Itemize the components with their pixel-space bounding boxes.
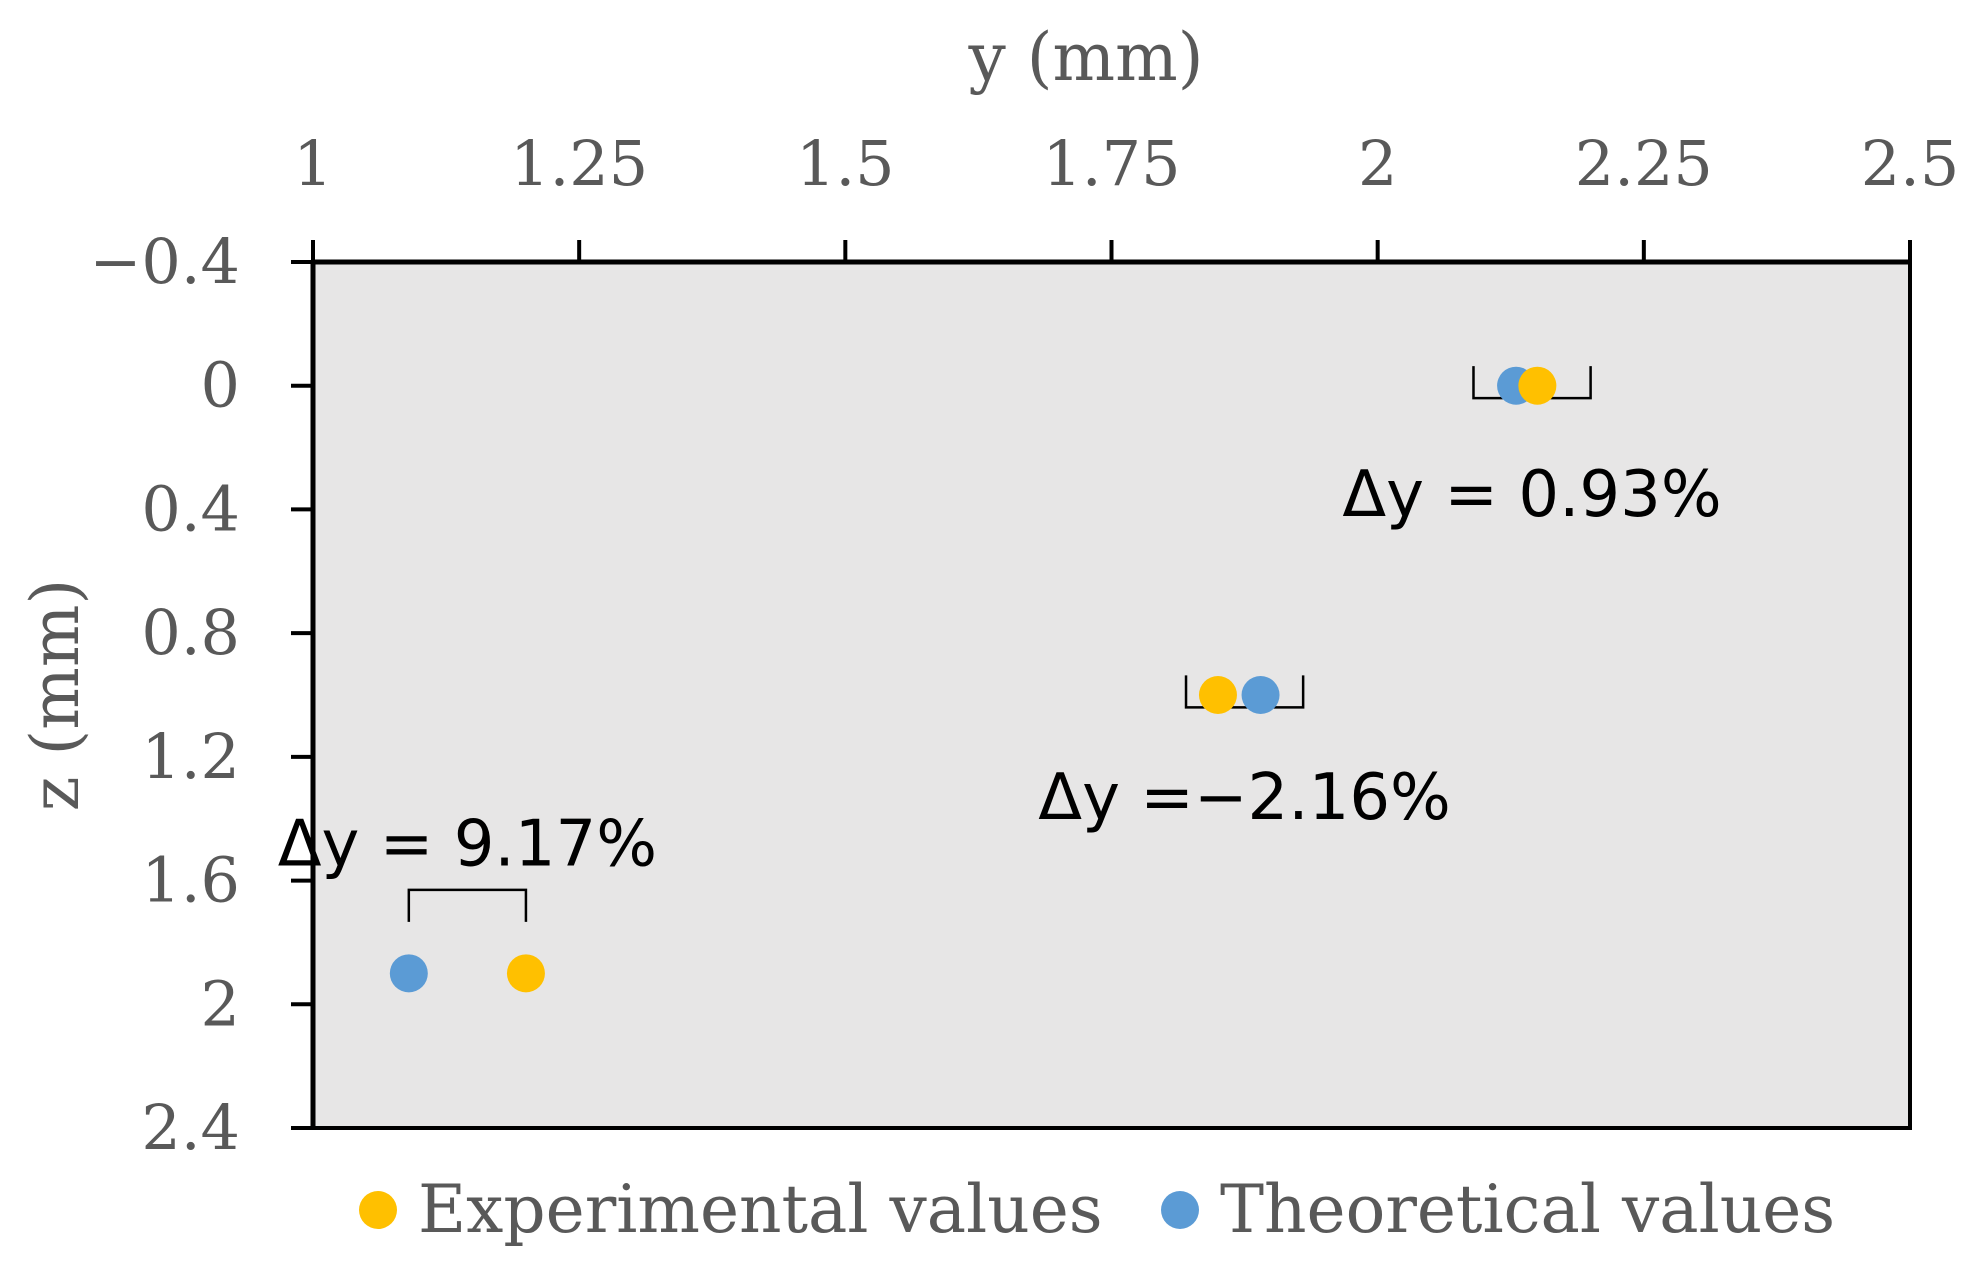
y-tick-label: 2 <box>201 967 240 1040</box>
y-tick-label: 1.2 <box>141 720 240 793</box>
experimental-point <box>506 954 545 993</box>
annotation-bracket <box>1184 675 1305 709</box>
x-tick-label: 1.5 <box>796 127 895 200</box>
annotation-label: Δy = 0.93% <box>1342 458 1721 532</box>
y-axis-ticks: −0.4 0 0.4 0.8 1.2 1.6 2 2.4 <box>89 225 313 1164</box>
theoretical-point <box>389 954 428 993</box>
annotation-bracket <box>407 888 528 922</box>
data-points <box>389 366 1557 993</box>
y-tick-label: 2.4 <box>141 1091 240 1164</box>
y-tick-label: 0.4 <box>141 472 240 545</box>
x-tick-label: 2.25 <box>1575 127 1713 200</box>
y-tick-label: 0 <box>201 349 240 422</box>
x-tick-label: 2 <box>1358 127 1397 200</box>
x-tick-label: 1 <box>293 127 332 200</box>
legend: Experimental values Theoretical values <box>359 1171 1835 1248</box>
experimental-point <box>1518 366 1557 405</box>
y-tick-label: 1.6 <box>141 844 240 917</box>
y-tick-label: −0.4 <box>89 225 240 298</box>
x-axis-title: y (mm) <box>968 19 1204 96</box>
x-tick-label: 1.25 <box>510 127 648 200</box>
y-axis-title: z (mm) <box>17 579 94 811</box>
legend-label: Theoretical values <box>1220 1171 1835 1248</box>
x-tick-label: 1.75 <box>1042 127 1180 200</box>
y-tick-label: 0.8 <box>141 596 240 669</box>
experimental-point <box>1198 676 1237 714</box>
theoretical-point <box>1241 676 1280 714</box>
annotation-label: Δy = 9.17% <box>278 807 657 881</box>
legend-marker <box>359 1191 397 1229</box>
x-axis-ticks: 1 1.25 1.5 1.75 2 2.25 2.5 <box>293 127 1959 262</box>
x-tick-label: 2.5 <box>1861 127 1960 200</box>
legend-label: Experimental values <box>418 1171 1103 1248</box>
annotations: Δy = 0.93% Δy =−2.16% Δy = 9.17% <box>278 366 1722 922</box>
legend-marker <box>1161 1191 1199 1229</box>
plot-area <box>311 260 1912 1130</box>
annotation-label: Δy =−2.16% <box>1038 761 1451 835</box>
